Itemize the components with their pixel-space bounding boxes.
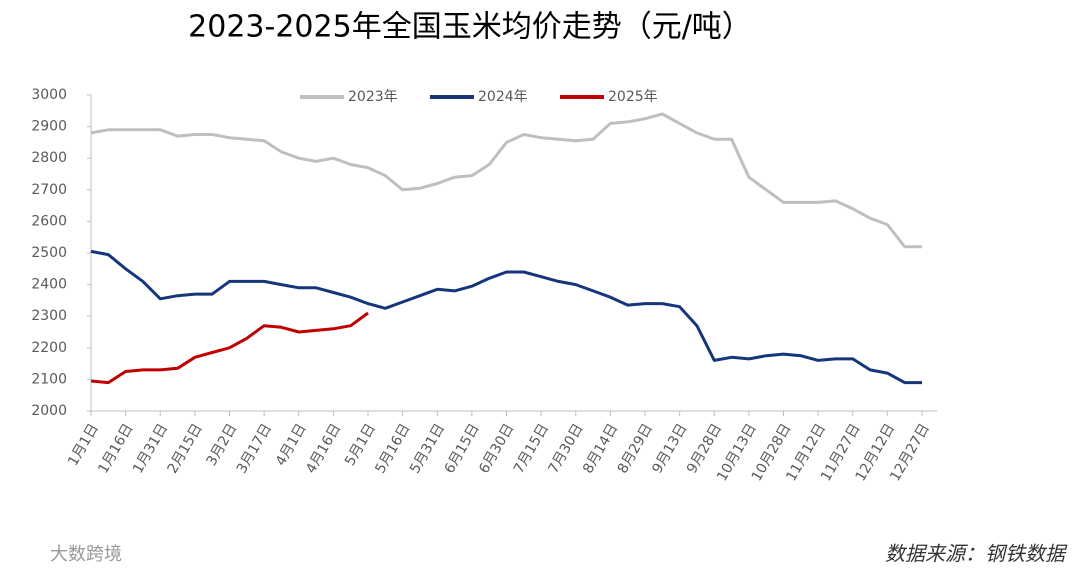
legend-label: 2025年 [608, 89, 658, 105]
y-tick-label: 2900 [31, 119, 67, 135]
series-line [90, 249, 922, 385]
x-tick-label: 1月1日 [65, 421, 102, 469]
y-tick-label: 2700 [31, 182, 67, 198]
chart-title: 2023-2025年全国玉米均价走势（元/吨） [188, 10, 752, 45]
legend-label: 2024年 [478, 89, 528, 105]
x-tick-label: 5月1日 [342, 421, 379, 469]
series-line [90, 112, 922, 249]
y-tick-label: 2300 [31, 308, 67, 324]
y-tick-label: 2400 [31, 277, 67, 293]
y-tick-label: 2800 [31, 150, 67, 166]
x-tick-label: 3月2日 [204, 421, 241, 469]
series-line [90, 311, 369, 385]
y-tick-label: 3000 [31, 87, 67, 103]
x-tick-label: 4月1日 [273, 421, 310, 469]
y-tick-label: 2000 [31, 403, 67, 419]
source: 数据来源：钢铁数据 [885, 542, 1068, 566]
y-tick-label: 2600 [31, 213, 67, 229]
watermark: 大数跨境 [50, 544, 122, 565]
y-tick-label: 2500 [31, 245, 67, 261]
y-tick-label: 2200 [31, 340, 67, 356]
y-tick-label: 2100 [31, 371, 67, 387]
legend-label: 2023年 [348, 89, 398, 105]
